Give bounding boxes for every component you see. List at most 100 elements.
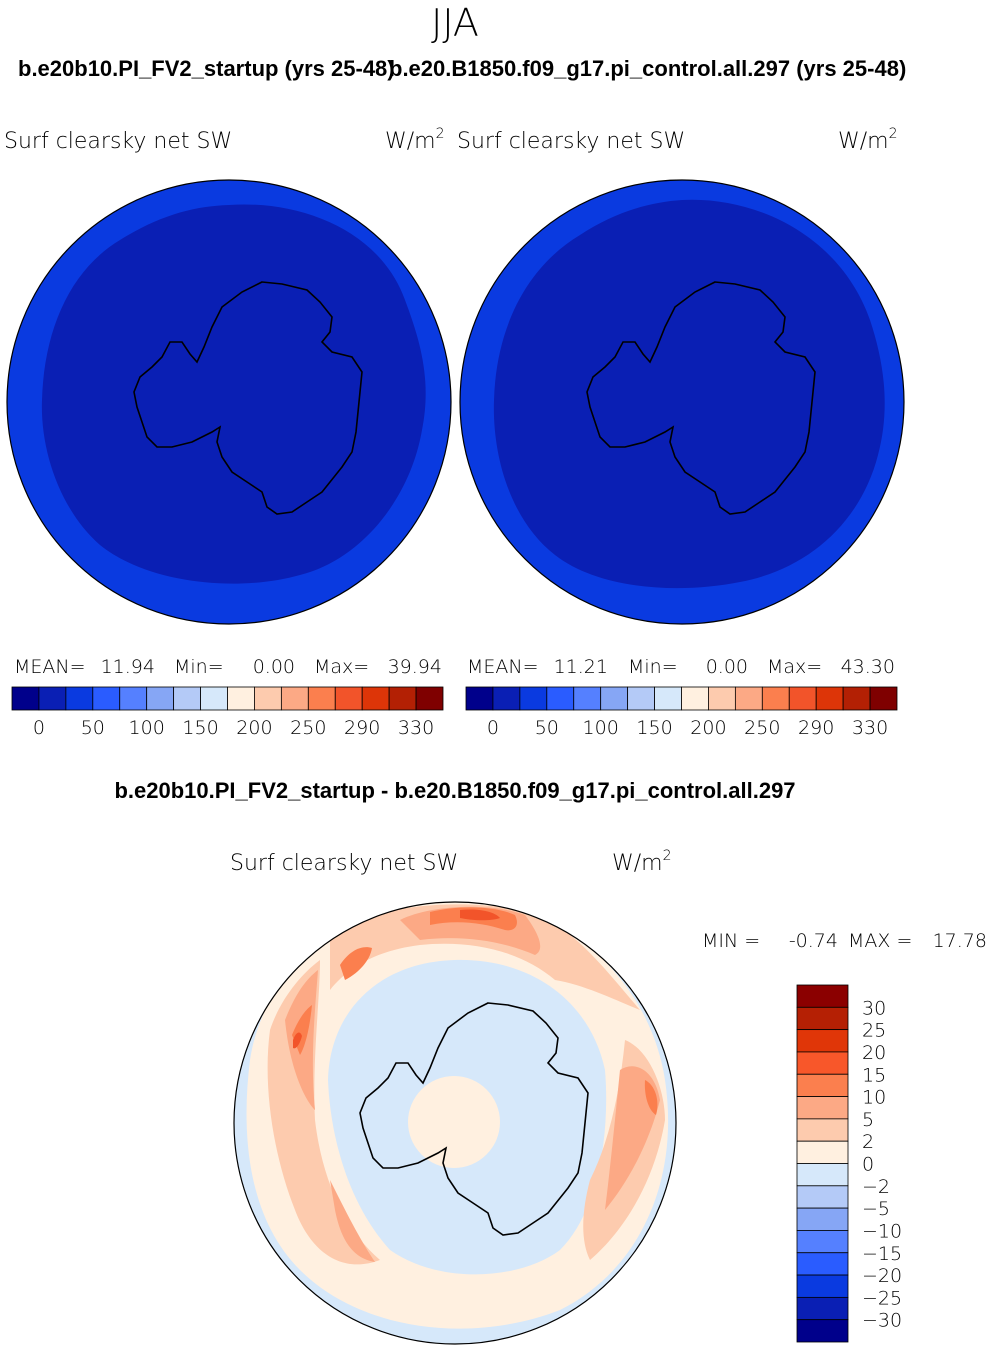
- right-colorbar-tick-label: 150: [636, 717, 672, 739]
- right-colorbar-box: [734, 686, 763, 711]
- left-colorbar-box: [173, 686, 201, 711]
- right-colorbar-box: [654, 686, 682, 711]
- diff-colorbar-box: [796, 1274, 849, 1298]
- diff-colorbar-tick-label: −10: [862, 1220, 902, 1242]
- right-colorbar-box: [465, 686, 494, 711]
- right-colorbar-box: [842, 686, 871, 711]
- svg-text:MAX =: MAX =: [848, 930, 912, 952]
- diff-colorbar-box: [796, 1230, 849, 1254]
- left-polar-map: [6, 179, 452, 625]
- diff-colorbar-tick-label: −15: [862, 1243, 902, 1265]
- left-colorbar-tick-label: 250: [290, 717, 326, 739]
- left-colorbar-box: [11, 686, 40, 711]
- left-colorbar-box: [38, 686, 67, 711]
- diff-units: W/m2: [612, 848, 672, 876]
- left-colorbar-tick-label: 100: [129, 717, 165, 739]
- right-colorbar-box: [573, 686, 602, 711]
- left-colorbar-box: [307, 686, 336, 711]
- diff-colorbar-tick-label: −20: [862, 1265, 902, 1287]
- right-colorbar: 0 50 100 150 200 250 290 330: [465, 686, 898, 739]
- left-colorbar-tick-label: 290: [344, 717, 380, 739]
- svg-text:Min=: Min=: [174, 656, 224, 678]
- left-colorbar-box: [227, 686, 255, 711]
- svg-text:-0.74: -0.74: [789, 930, 838, 952]
- left-colorbar-box: [65, 686, 94, 711]
- diff-colorbar-tick-label: −25: [862, 1287, 902, 1309]
- right-colorbar-box: [600, 686, 629, 711]
- svg-text:MIN =: MIN =: [702, 930, 760, 952]
- right-colorbar-box: [761, 686, 790, 711]
- diff-colorbar-box: [796, 1029, 849, 1053]
- diff-colorbar-tick-label: 20: [862, 1042, 886, 1064]
- diff-colorbar-tick-label: 15: [862, 1064, 886, 1086]
- diff-colorbar-tick-label: −5: [862, 1198, 890, 1220]
- diff-colorbar-box: [796, 1140, 849, 1164]
- left-colorbar-box: [361, 686, 390, 711]
- left-colorbar-box: [254, 686, 282, 711]
- diff-colorbar-tick-label: 5: [862, 1109, 874, 1131]
- diff-colorbar-tick-label: 0: [862, 1154, 874, 1176]
- right-colorbar-tick-label: 250: [744, 717, 780, 739]
- diff-colorbar-tick-label: −2: [862, 1176, 890, 1198]
- right-colorbar-tick-label: 200: [690, 717, 726, 739]
- diff-title: b.e20b10.PI_FV2_startup - b.e20.B1850.f0…: [114, 778, 795, 803]
- diff-colorbar-box: [796, 1319, 849, 1343]
- left-colorbar-box: [280, 686, 309, 711]
- right-colorbar-tick-label: 50: [535, 717, 559, 739]
- left-map-inner-field: [41, 204, 426, 584]
- svg-text:17.78: 17.78: [933, 930, 987, 952]
- left-colorbar-tick-label: 150: [182, 717, 218, 739]
- svg-text:MEAN=: MEAN=: [467, 656, 539, 678]
- diff-colorbar-box: [796, 1185, 849, 1209]
- diff-colorbar-tick-label: 10: [862, 1087, 886, 1109]
- diff-colorbar-box: [796, 1073, 849, 1097]
- svg-text:11.21: 11.21: [554, 656, 608, 678]
- diff-colorbar-tick-label: −30: [862, 1310, 902, 1332]
- left-colorbar-tick-label: 330: [398, 717, 434, 739]
- svg-text:0.00: 0.00: [253, 656, 295, 678]
- left-colorbar-box: [92, 686, 121, 711]
- left-colorbar-box: [119, 686, 148, 711]
- left-units: W/m2: [385, 126, 445, 154]
- svg-text:MEAN=: MEAN=: [14, 656, 86, 678]
- left-colorbar-box: [334, 686, 363, 711]
- svg-text:39.94: 39.94: [388, 656, 442, 678]
- diff-colorbar-box: [796, 1163, 849, 1187]
- svg-text:43.30: 43.30: [841, 656, 895, 678]
- right-colorbar-box: [869, 686, 898, 711]
- diff-colorbar-box: [796, 984, 849, 1008]
- left-variable-label: Surf clearsky net SW: [4, 129, 232, 154]
- right-colorbar-box: [492, 686, 521, 711]
- right-colorbar-tick-label: 0: [487, 717, 499, 739]
- diff-colorbar-tick-label: 25: [862, 1020, 886, 1042]
- right-colorbar-tick-label: 100: [583, 717, 619, 739]
- right-map-inner-field: [493, 199, 885, 589]
- diff-colorbar-box: [796, 1006, 849, 1031]
- right-colorbar-tick-label: 290: [798, 717, 834, 739]
- right-colorbar-box: [519, 686, 548, 711]
- left-case-title: b.e20b10.PI_FV2_startup (yrs 25-48): [18, 56, 395, 81]
- right-variable-label: Surf clearsky net SW: [457, 129, 685, 154]
- right-polar-map: [459, 179, 905, 625]
- svg-text:Max=: Max=: [767, 656, 822, 678]
- left-colorbar-tick-label: 0: [33, 717, 45, 739]
- diff-colorbar-box: [796, 1252, 849, 1276]
- left-colorbar-tick-label: 200: [236, 717, 272, 739]
- left-colorbar-box: [415, 686, 444, 711]
- right-colorbar-box: [627, 686, 655, 711]
- diff-colorbar-box: [796, 1207, 849, 1231]
- right-case-title: b.e20.B1850.f09_g17.pi_control.all.297 (…: [389, 56, 906, 81]
- left-colorbar-tick-label: 50: [81, 717, 105, 739]
- right-colorbar-box: [788, 686, 817, 711]
- left-stats: MEAN= 11.94 Min= 0.00 Max= 39.94: [14, 656, 442, 678]
- diff-colorbar-box: [796, 1096, 849, 1120]
- right-stats: MEAN= 11.21 Min= 0.00 Max= 43.30: [467, 656, 895, 678]
- svg-text:11.94: 11.94: [101, 656, 155, 678]
- diff-colorbar-box: [796, 1051, 849, 1075]
- diff-colorbar-tick-label: 30: [862, 997, 886, 1019]
- right-colorbar-box: [708, 686, 736, 711]
- left-colorbar-box: [146, 686, 175, 711]
- svg-text:0.00: 0.00: [706, 656, 748, 678]
